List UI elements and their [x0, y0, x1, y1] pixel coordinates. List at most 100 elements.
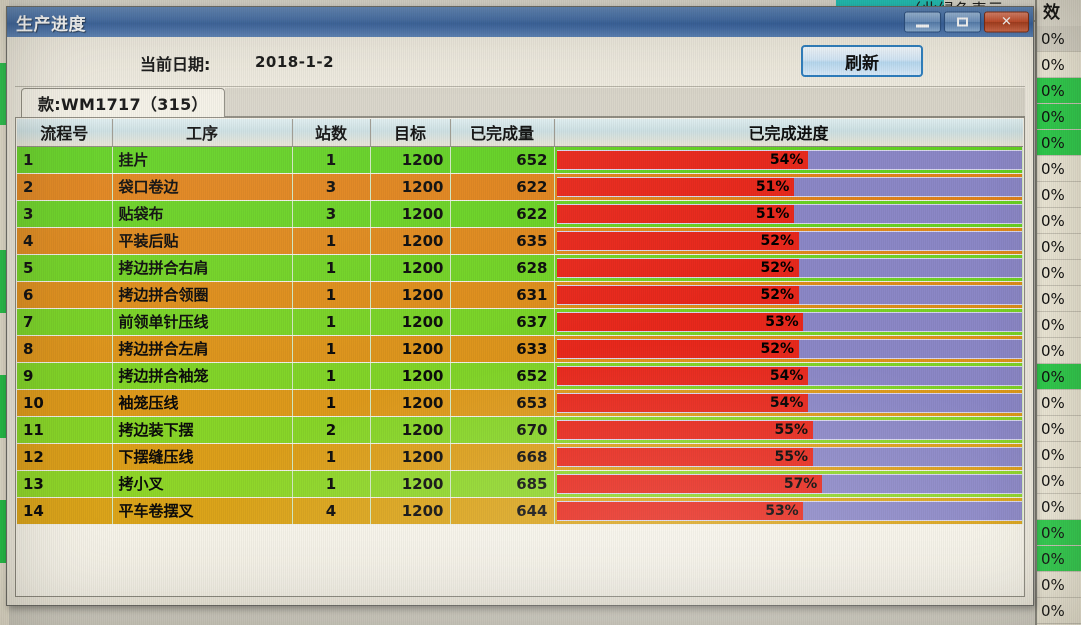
cell-stations: 1 [292, 227, 371, 255]
background-efficiency-cell: 0% [1037, 182, 1081, 208]
table-row[interactable]: 7 前领单针压线 1 1200 637 53% [17, 308, 1023, 336]
background-left-strip-segment [0, 125, 9, 188]
close-button[interactable]: ✕ [984, 11, 1029, 33]
cell-target: 1200 [370, 335, 451, 363]
table-row[interactable]: 13 拷小叉 1 1200 685 57% [17, 470, 1023, 498]
column-header-target[interactable]: 目标 [370, 119, 451, 147]
maximize-button[interactable] [944, 11, 981, 33]
tab-strip[interactable]: 款:WM1717（315） [15, 87, 1025, 117]
cell-operation: 拷边装下摆 [112, 416, 293, 444]
minimize-icon [916, 24, 929, 27]
progress-bar-fill [556, 177, 794, 196]
progress-percent-label: 52% [760, 286, 795, 303]
column-header-operation[interactable]: 工序 [112, 119, 293, 147]
cell-progress: 51% [554, 200, 1023, 228]
progress-bar-track: 55% [556, 446, 1022, 467]
table-row[interactable]: 6 拷边拼合领圈 1 1200 631 52% [17, 281, 1023, 309]
background-left-strip-segment [0, 500, 9, 563]
cell-target: 1200 [370, 254, 451, 282]
cell-done: 685 [450, 470, 555, 498]
cell-progress: 51% [554, 173, 1023, 201]
progress-bar-fill [556, 339, 799, 358]
cell-stations: 1 [292, 281, 371, 309]
cell-operation: 平车卷摆叉 [112, 497, 293, 525]
progress-percent-label: 53% [765, 502, 799, 519]
cell-progress: 55% [554, 416, 1023, 444]
table-row[interactable]: 3 贴袋布 3 1200 622 51% [17, 200, 1023, 228]
current-date-label: 当前日期: [140, 55, 211, 74]
cell-done: 631 [450, 281, 555, 309]
background-left-strip-segment [0, 312, 9, 375]
cell-target: 1200 [370, 497, 451, 525]
progress-percent-label: 54% [769, 394, 804, 411]
progress-bar-track: 53% [556, 500, 1022, 521]
column-header-stations[interactable]: 站数 [292, 119, 371, 147]
progress-percent-label: 51% [755, 178, 790, 195]
table-row[interactable]: 10 袖笼压线 1 1200 653 54% [17, 389, 1023, 417]
cell-done: 635 [450, 227, 555, 255]
column-header-no[interactable]: 流程号 [17, 119, 113, 147]
window-controls[interactable]: ✕ [904, 11, 1029, 33]
background-efficiency-cell: 0% [1037, 130, 1081, 156]
minimize-button[interactable] [904, 11, 941, 33]
background-efficiency-cell: 0% [1037, 520, 1081, 546]
progress-bar-track: 54% [556, 392, 1022, 413]
background-efficiency-cell: 0% [1037, 26, 1081, 52]
progress-bar-fill [556, 447, 813, 466]
cell-done: 622 [450, 200, 555, 228]
cell-done: 670 [450, 416, 555, 444]
production-progress-window[interactable]: 生产进度 ✕ 当前日期: 2018-1-2 刷新 款:WM1717（ [6, 6, 1034, 606]
progress-percent-label: 55% [774, 421, 809, 438]
background-efficiency-cells: 0% 0% 0% 0% 0% 0% 0% 0% 0% 0% 0% 0% 0% 0% 0% 0% 0% 0% 0% 0%… [1037, 26, 1081, 625]
progress-bar-fill [556, 366, 808, 385]
background-efficiency-cell: 0% [1037, 364, 1081, 390]
background-efficiency-cell: 0% [1037, 572, 1081, 598]
cell-operation: 前领单针压线 [112, 308, 293, 336]
progress-bar-track: 51% [556, 203, 1022, 224]
table-row[interactable]: 5 拷边拼合右肩 1 1200 628 52% [17, 254, 1023, 282]
cell-done: 633 [450, 335, 555, 363]
progress-bar-track: 54% [556, 365, 1022, 386]
progress-bar-track: 52% [556, 230, 1022, 251]
cell-process-no: 4 [17, 227, 113, 255]
background-left-strip-segment [0, 375, 9, 438]
background-efficiency-cell: 0% [1037, 468, 1081, 494]
cell-stations: 1 [292, 470, 371, 498]
table-row[interactable]: 12 下摆缝压线 1 1200 668 55% [17, 443, 1023, 471]
progress-bar-track: 52% [556, 257, 1022, 278]
refresh-button[interactable]: 刷新 [801, 45, 923, 77]
cell-target: 1200 [370, 362, 451, 390]
cell-progress: 52% [554, 335, 1023, 363]
cell-process-no: 1 [17, 146, 113, 174]
table-row[interactable]: 8 拷边拼合左肩 1 1200 633 52% [17, 335, 1023, 363]
table-row[interactable]: 4 平装后贴 1 1200 635 52% [17, 227, 1023, 255]
cell-done: 628 [450, 254, 555, 282]
background-efficiency-cell: 0% [1037, 234, 1081, 260]
background-efficiency-cell: 0% [1037, 156, 1081, 182]
table-row[interactable]: 1 挂片 1 1200 652 54% [17, 146, 1023, 174]
window-client-area: 当前日期: 2018-1-2 刷新 款:WM1717（315） [7, 37, 1033, 605]
column-header-done[interactable]: 已完成量 [450, 119, 555, 147]
cell-operation: 拷边拼合袖笼 [112, 362, 293, 390]
close-icon: ✕ [1001, 14, 1012, 30]
cell-progress: 54% [554, 146, 1023, 174]
table-row[interactable]: 2 袋口卷边 3 1200 622 51% [17, 173, 1023, 201]
cell-operation: 平装后贴 [112, 227, 293, 255]
progress-percent-label: 53% [765, 313, 799, 330]
progress-bar-fill [556, 258, 799, 277]
table-row[interactable]: 9 拷边拼合袖笼 1 1200 652 54% [17, 362, 1023, 390]
table-row[interactable]: 14 平车卷摆叉 4 1200 644 53% [17, 497, 1023, 525]
cell-operation: 拷边拼合领圈 [112, 281, 293, 309]
table-row[interactable]: 11 拷边装下摆 2 1200 670 55% [17, 416, 1023, 444]
cell-operation: 拷边拼合左肩 [112, 335, 293, 363]
tab-style-wm1717[interactable]: 款:WM1717（315） [21, 88, 225, 117]
column-header-progress[interactable]: 已完成进度 [554, 119, 1023, 147]
current-date-value: 2018-1-2 [255, 53, 335, 71]
progress-bar-track: 53% [556, 311, 1022, 332]
background-efficiency-cell: 0% [1037, 78, 1081, 104]
background-efficiency-cell: 0% [1037, 260, 1081, 286]
window-titlebar[interactable]: 生产进度 ✕ [7, 7, 1033, 37]
progress-grid-container[interactable]: 流程号 工序 站数 目标 已完成量 已完成进度 1 挂片 1 1200 652 54% 2 袋… [15, 117, 1025, 597]
maximize-icon [957, 17, 968, 27]
grid-header-row: 流程号 工序 站数 目标 已完成量 已完成进度 [17, 119, 1023, 147]
